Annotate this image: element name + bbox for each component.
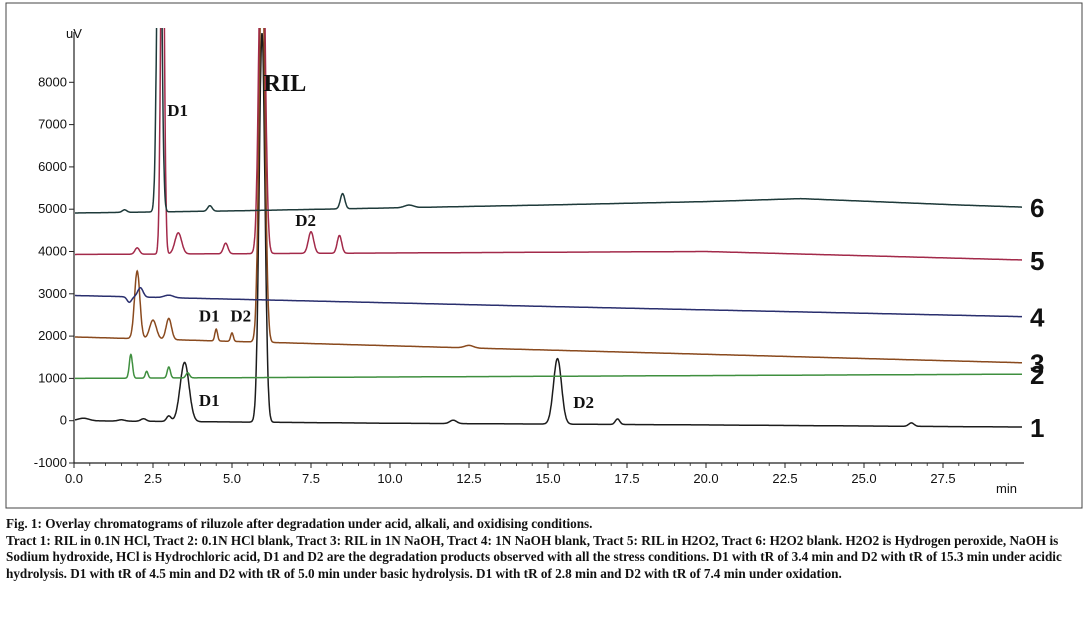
x-tick-label: 22.5 — [772, 471, 797, 486]
peak-label-d1: D1 — [199, 391, 220, 410]
peak-label-d2: D2 — [295, 211, 316, 230]
tract-label-4: 4 — [1030, 303, 1045, 333]
trace-4 — [75, 286, 1022, 318]
figure-caption: Fig. 1: Overlay chromatograms of riluzol… — [6, 516, 1084, 582]
x-tick-label: 2.5 — [144, 471, 162, 486]
x-tick-label: 12.5 — [456, 471, 481, 486]
x-axis-unit: min — [996, 481, 1017, 496]
x-tick-label: 0.0 — [65, 471, 83, 486]
y-tick-label: 1000 — [38, 370, 67, 385]
trace-6 — [75, 28, 1022, 214]
y-tick-label: 5000 — [38, 201, 67, 216]
figure-border — [5, 2, 1083, 509]
x-tick-label: 7.5 — [302, 471, 320, 486]
x-tick-label: 27.5 — [930, 471, 955, 486]
plot-area: -1000 0 1000 2000 3000 4000 5000 6000 7000 8000 0.… — [34, 28, 1045, 486]
peak-label-d1: D1 — [167, 101, 188, 120]
trace-2 — [75, 353, 1022, 380]
y-tick-label: 8000 — [38, 74, 67, 89]
y-tick-label: -1000 — [34, 455, 67, 470]
trace-1 — [75, 32, 1022, 428]
tract-label-1: 1 — [1030, 413, 1044, 443]
x-tick-label: 25.0 — [851, 471, 876, 486]
y-tick-label: 6000 — [38, 159, 67, 174]
peak-label-d1: D1 — [199, 306, 220, 325]
peak-label-d2: D2 — [230, 306, 251, 325]
caption-body: Tract 1: RIL in 0.1N HCl, Tract 2: 0.1N … — [6, 532, 1062, 581]
trace-5 — [75, 28, 1022, 261]
caption-title: Fig. 1: Overlay chromatograms of riluzol… — [6, 516, 593, 531]
trace-3 — [75, 28, 1022, 364]
y-tick-label: 0 — [60, 413, 67, 428]
tract-label-6: 6 — [1030, 193, 1044, 223]
x-tick-label: 5.0 — [223, 471, 241, 486]
y-tick-label: 2000 — [38, 328, 67, 343]
x-tick-label: 15.0 — [535, 471, 560, 486]
tract-label-2: 2 — [1030, 360, 1044, 390]
x-tick-label: 10.0 — [377, 471, 402, 486]
x-tick-label: 17.5 — [614, 471, 639, 486]
chromatogram-chart: uV min -10000100020003000400050006000700… — [5, 2, 1083, 509]
y-tick-label: 3000 — [38, 286, 67, 301]
tract-label-5: 5 — [1030, 246, 1044, 276]
y-tick-label: 4000 — [38, 244, 67, 259]
x-tick-label: 20.0 — [693, 471, 718, 486]
y-tick-label: 7000 — [38, 117, 67, 132]
tract-label-3: 3 — [1030, 349, 1044, 379]
peak-label-d2: D2 — [573, 393, 594, 412]
peak-label-ril: RIL — [264, 71, 307, 97]
